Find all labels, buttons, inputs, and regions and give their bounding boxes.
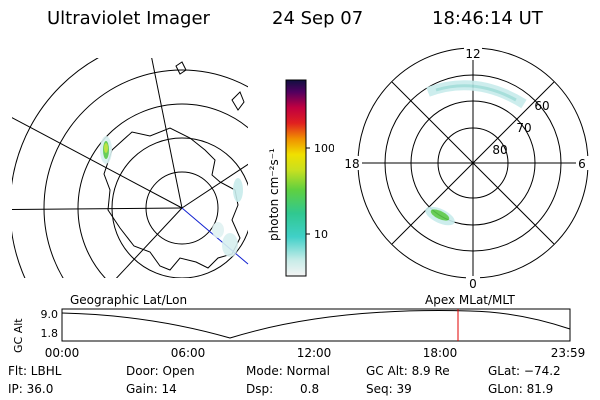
x-tick-1200: 12:00 (297, 346, 332, 360)
colorbar-unit-label: photon cm⁻²s⁻¹ (267, 148, 281, 241)
colorbar-tick-10: 10 (314, 228, 328, 241)
date-label: 24 Sep 07 (272, 8, 364, 29)
instrument-title: Ultraviolet Imager (47, 8, 210, 29)
mlt-label-18: 18 (344, 157, 359, 171)
y-tick-1-8: 1.8 (41, 327, 59, 340)
altitude-timeline: GC Alt 9.0 1.8 00:00 06:00 12:00 18:00 2… (12, 308, 586, 360)
colorbar: 100 10 photon cm⁻²s⁻¹ (267, 79, 334, 277)
gc-alt-axis-title: GC Alt (12, 318, 25, 353)
x-tick-0000: 00:00 (45, 346, 80, 360)
ip-status: IP: 36.0 (8, 382, 54, 396)
gc-alt-status: GC Alt: 8.9 Re (366, 364, 450, 378)
time-label: 18:46:14 UT (432, 8, 543, 29)
mlat-label-60: 60 (534, 99, 549, 113)
x-tick-0600: 06:00 (171, 346, 206, 360)
seq-status: Seq: 39 (366, 382, 412, 396)
altitude-curve (61, 310, 571, 339)
geographic-map (12, 58, 249, 278)
polar-mlt-plot: 12 6 0 18 60 70 80 (342, 46, 590, 290)
mode-status: Mode: Normal (246, 364, 330, 378)
filter-status: Flt: LBHL (8, 364, 62, 378)
gain-status: Gain: 14 (126, 382, 177, 396)
glat-status: GLat: −74.2 (488, 364, 561, 378)
geographic-panel-label: Geographic Lat/Lon (70, 293, 188, 307)
colorbar-tick-100: 100 (314, 142, 334, 155)
dsp-status-label: Dsp: (246, 382, 274, 396)
door-status: Door: Open (126, 364, 195, 378)
mlt-label-0: 0 (469, 277, 477, 290)
mlat-label-80: 80 (492, 143, 507, 157)
glon-status: GLon: 81.9 (488, 382, 554, 396)
apex-panel-label: Apex MLat/MLT (425, 293, 515, 307)
x-tick-1800: 18:00 (423, 346, 458, 360)
mlat-label-70: 70 (516, 121, 531, 135)
y-tick-9: 9.0 (41, 308, 59, 321)
x-tick-2359: 23:59 (551, 346, 586, 360)
dsp-status-value: 0.8 (300, 382, 320, 396)
mlt-label-6: 6 (578, 157, 586, 171)
mlt-label-12: 12 (465, 47, 480, 61)
